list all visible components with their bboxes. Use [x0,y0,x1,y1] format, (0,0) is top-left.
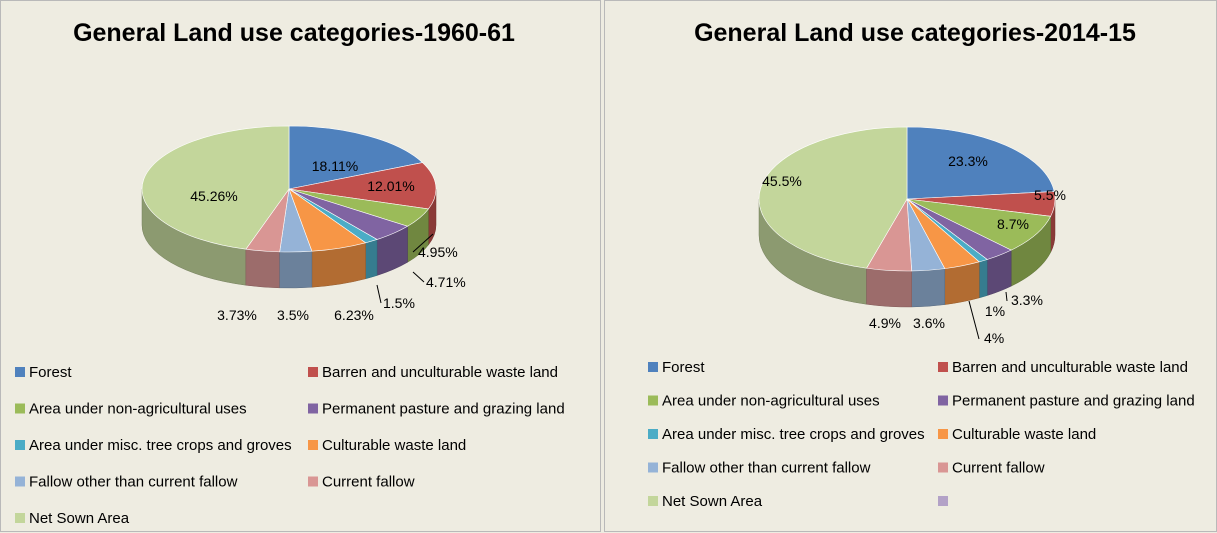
legend-item-permanent-pasture-and-grazing-land: Permanent pasture and grazing land [938,393,1195,410]
slice-side-fallow-other-than-current-fallow [911,268,946,308]
slice-forest [906,126,1055,200]
legend-label: Culturable waste land [952,426,1096,443]
legend-label: Area under misc. tree crops and groves [662,426,925,443]
legend-swatch [15,476,25,487]
legend-swatch [308,476,318,487]
data-label-area-under-non-agricultural-uses: 4.95% [418,244,458,260]
legend-label: Forest [29,364,72,381]
slice-net-sown-area [141,125,290,250]
legend-label: Fallow other than current fallow [662,460,871,477]
legend-item-barren-and-unculturable-waste-land: Barren and unculturable waste land [308,364,558,381]
legend-item-area-under-misc-tree-crops-and-groves: Area under misc. tree crops and groves [15,437,292,454]
legend-swatch [308,403,318,414]
data-label-area-under-misc-tree-crops-and-groves: 1% [985,303,1005,319]
data-label-net-sown-area: 45.5% [762,173,802,189]
legend-swatch [648,496,658,506]
data-label-forest: 23.3% [948,153,988,169]
pie-chart-1960-61: General Land use categories-1960-61 18.1… [15,19,565,527]
legend-item-culturable-waste-land: Culturable waste land [938,426,1096,443]
legend-swatch [15,440,25,450]
legend-label: Forest [662,359,705,376]
legend-item-net-sown-area: Net Sown Area [15,510,130,527]
data-label-barren-and-unculturable-waste-land: 5.5% [1034,187,1066,203]
data-label-net-sown-area: 45.26% [190,188,237,204]
legend-label: Net Sown Area [662,493,763,510]
legend-label: Area under non-agricultural uses [662,393,880,410]
legend-item-fallow-other-than-current-fallow: Fallow other than current fallow [15,474,238,491]
legend-item-net-sown-area: Net Sown Area [648,493,763,510]
legend-swatch [648,362,658,372]
data-label-area-under-non-agricultural-uses: 8.7% [997,216,1029,232]
legend-swatch [648,429,658,439]
data-label-barren-and-unculturable-waste-land: 12.01% [367,178,414,194]
legend-swatch [15,513,25,523]
legend-label: Barren and unculturable waste land [322,364,558,381]
data-label-permanent-pasture-and-grazing-land: 4.71% [426,274,466,290]
legend-label: Permanent pasture and grazing land [322,401,565,418]
chart-panel-2014-15: General Land use categories-2014-15 23.3… [604,0,1217,532]
legend-swatch [938,362,948,372]
chart-title: General Land use categories-2014-15 [694,19,1136,47]
legend-swatch [308,367,318,377]
legend-label: Current fallow [952,460,1045,477]
slice-net-sown-area [758,126,908,269]
legend-item-barren-and-unculturable-waste-land: Barren and unculturable waste land [938,359,1188,376]
legend-item-area-under-misc-tree-crops-and-groves: Area under misc. tree crops and groves [648,426,925,443]
slice-side-fallow-other-than-current-fallow [279,250,313,289]
data-label-forest: 18.11% [312,158,358,174]
legend-label: Barren and unculturable waste land [952,359,1188,376]
leader-line [968,300,980,340]
legend-item-unnamed [938,496,948,506]
slice-barren-and-unculturable-waste-land [288,162,437,210]
legend-label: Culturable waste land [322,437,466,454]
legend-swatch [938,429,948,439]
legend-swatch [938,395,948,406]
legend-label: Fallow other than current fallow [29,474,238,491]
slice-side-culturable-waste-land [944,261,980,305]
legend-item-current-fallow: Current fallow [938,460,1045,477]
legend-swatch [15,403,25,414]
legend-item-current-fallow: Current fallow [308,474,415,491]
chart-panel-1960-61: General Land use categories-1960-61 18.1… [0,0,601,532]
legend-swatch [938,462,948,473]
legend-label: Permanent pasture and grazing land [952,393,1195,410]
data-label-culturable-waste-land: 4% [984,330,1004,346]
data-label-fallow-other-than-current-fallow: 3.5% [277,307,309,323]
leader-line [376,284,382,304]
slice-side-area-under-misc-tree-crops-and-groves [978,259,988,299]
legend-label: Net Sown Area [29,510,130,527]
slice-side-current-fallow [245,248,280,289]
legend-label: Current fallow [322,474,415,491]
legend-item-permanent-pasture-and-grazing-land: Permanent pasture and grazing land [308,401,565,418]
data-label-current-fallow: 3.73% [217,307,257,323]
legend-item-fallow-other-than-current-fallow: Fallow other than current fallow [648,460,871,477]
slice-side-current-fallow [866,267,912,308]
legend-item-culturable-waste-land: Culturable waste land [308,437,466,454]
legend-item-forest: Forest [15,364,72,381]
data-label-current-fallow: 4.9% [869,315,901,331]
slice-forest [288,125,424,190]
leader-line [412,233,434,253]
legend-swatch [648,462,658,473]
legend-label: Area under misc. tree crops and groves [29,437,292,454]
pie-chart-2014-15: General Land use categories-2014-15 23.3… [648,19,1195,510]
legend-swatch [938,496,948,506]
data-label-culturable-waste-land: 6.23% [334,307,374,323]
legend-item-area-under-non-agricultural-uses: Area under non-agricultural uses [648,393,880,410]
chart-title: General Land use categories-1960-61 [73,19,515,47]
legend-label: Area under non-agricultural uses [29,401,247,418]
legend-item-area-under-non-agricultural-uses: Area under non-agricultural uses [15,401,247,418]
legend-swatch [648,395,658,406]
leader-line [412,271,425,283]
data-label-area-under-misc-tree-crops-and-groves: 1.5% [383,295,415,311]
slice-side-area-under-misc-tree-crops-and-groves [365,239,378,280]
data-label-permanent-pasture-and-grazing-land: 3.3% [1011,292,1043,308]
data-label-fallow-other-than-current-fallow: 3.6% [913,315,945,331]
legend-swatch [15,367,25,377]
legend-swatch [308,440,318,450]
leader-line [1005,291,1008,302]
legend-item-forest: Forest [648,359,705,376]
